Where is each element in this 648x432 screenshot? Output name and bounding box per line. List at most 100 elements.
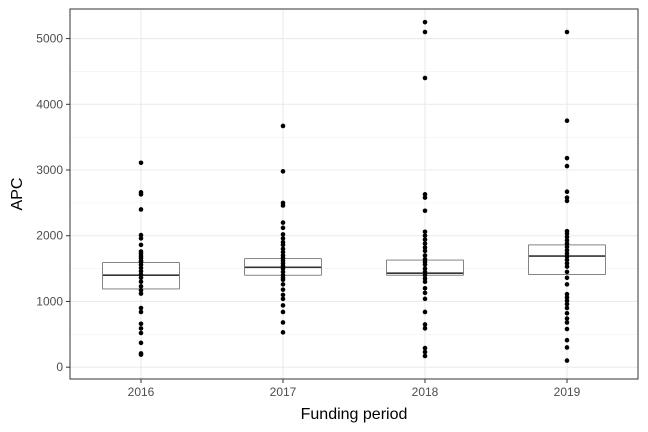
data-point <box>564 337 570 343</box>
data-point <box>422 75 428 81</box>
data-point <box>280 123 286 129</box>
x-tick-label: 2016 <box>128 385 155 399</box>
data-point <box>138 242 144 248</box>
data-point <box>564 29 570 35</box>
data-point <box>422 237 428 242</box>
data-point <box>138 268 144 274</box>
data-point <box>564 282 570 287</box>
data-point <box>280 203 286 208</box>
data-point <box>138 352 144 357</box>
data-point <box>564 118 570 124</box>
data-point <box>422 322 428 327</box>
data-point <box>564 195 570 200</box>
data-point <box>422 353 428 359</box>
data-point <box>564 198 570 204</box>
data-point <box>564 251 570 256</box>
data-point <box>138 309 144 315</box>
data-point <box>422 290 428 296</box>
data-point <box>422 229 428 235</box>
data-point <box>564 301 570 307</box>
data-point <box>422 253 428 258</box>
data-point <box>280 292 286 298</box>
data-point <box>422 208 428 214</box>
x-tick-label: 2018 <box>412 385 439 399</box>
data-point <box>280 277 286 283</box>
data-point <box>138 192 144 197</box>
y-tick-label: 1000 <box>36 294 63 308</box>
data-point <box>564 326 570 332</box>
data-point <box>280 225 286 231</box>
data-point <box>564 275 570 281</box>
data-point <box>280 246 286 252</box>
data-point <box>138 236 144 241</box>
data-point <box>280 287 286 292</box>
y-tick-label: 2000 <box>36 229 63 243</box>
data-point <box>422 272 428 278</box>
data-point <box>422 296 428 302</box>
data-point <box>564 305 570 311</box>
data-point <box>138 265 144 271</box>
data-point <box>422 276 428 281</box>
data-point <box>564 254 570 260</box>
data-point <box>138 330 144 336</box>
data-point <box>564 163 570 169</box>
data-point <box>280 236 286 241</box>
data-point <box>422 19 428 25</box>
data-point <box>422 266 428 271</box>
y-tick-label: 3000 <box>36 163 63 177</box>
data-point <box>280 309 286 315</box>
data-point <box>564 298 570 304</box>
data-point <box>564 231 570 237</box>
x-tick-label: 2017 <box>270 385 297 399</box>
data-point <box>422 262 428 267</box>
data-point <box>422 192 428 197</box>
data-point <box>564 264 570 269</box>
data-point <box>280 266 286 271</box>
data-point <box>422 269 428 275</box>
data-point <box>564 241 570 246</box>
data-point <box>422 345 428 351</box>
x-tick-label: 2019 <box>554 385 581 399</box>
data-point <box>280 249 286 255</box>
y-tick-label: 5000 <box>36 32 63 46</box>
data-points <box>138 19 570 363</box>
data-point <box>422 29 428 35</box>
data-point <box>138 340 144 346</box>
data-point <box>422 279 428 285</box>
data-point <box>138 160 144 166</box>
data-point <box>422 326 428 331</box>
data-point <box>280 242 286 248</box>
data-point <box>422 349 428 355</box>
data-point <box>422 241 428 246</box>
data-point <box>138 272 144 277</box>
data-point <box>564 345 570 350</box>
axes: 0 1000 2000 3000 4000 5000 2016 2017 2018 2019 <box>36 32 580 399</box>
data-point <box>564 234 570 240</box>
data-point <box>564 155 570 161</box>
data-point <box>138 284 144 289</box>
data-point <box>138 291 144 296</box>
data-point <box>138 262 144 267</box>
data-point <box>138 275 144 281</box>
data-point <box>564 295 570 300</box>
data-point <box>564 269 570 275</box>
y-tick-label: 0 <box>56 360 63 374</box>
data-point <box>422 195 428 200</box>
data-point <box>280 320 286 325</box>
panel-border <box>69 8 639 380</box>
data-point <box>280 296 286 302</box>
data-point <box>138 287 144 293</box>
data-point <box>564 358 570 363</box>
y-axis-title: APC <box>9 178 26 211</box>
data-point <box>280 330 286 335</box>
data-point <box>564 261 570 266</box>
data-point <box>138 305 144 311</box>
data-point <box>280 269 286 275</box>
data-point <box>280 220 286 225</box>
data-point <box>422 248 428 254</box>
data-point <box>564 189 570 194</box>
data-point <box>564 316 570 321</box>
data-point <box>280 232 286 237</box>
data-point <box>564 320 570 325</box>
